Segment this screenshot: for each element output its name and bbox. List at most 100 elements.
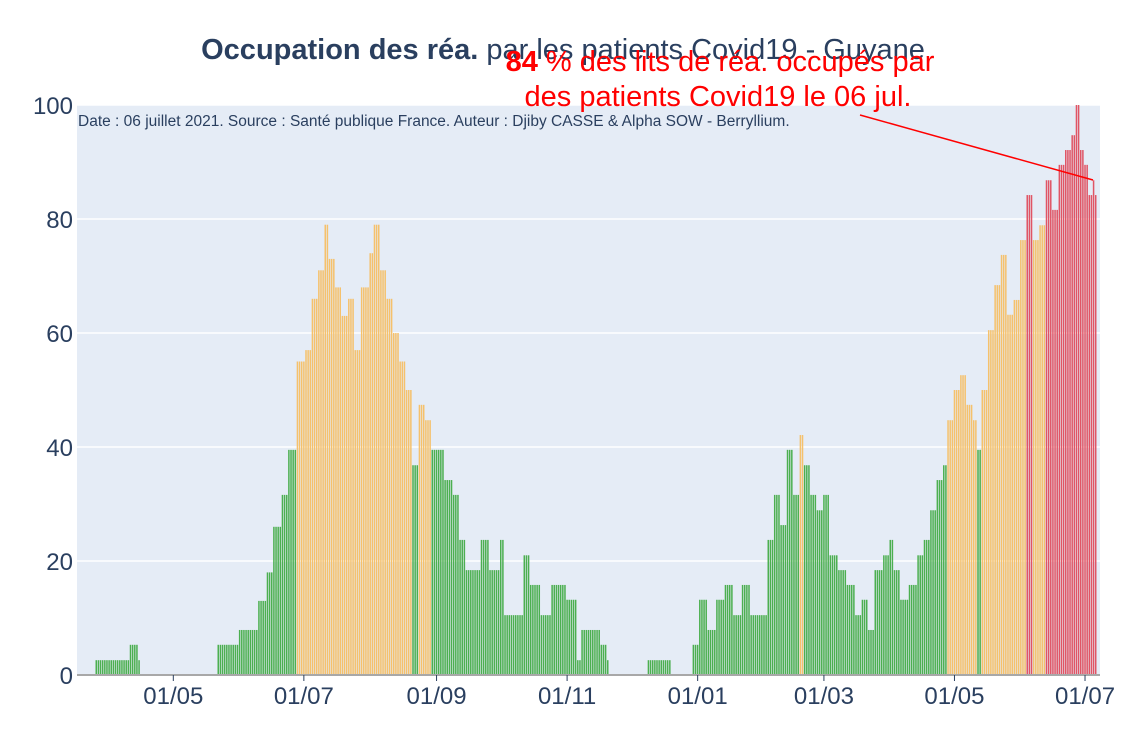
- annotation-line-1: 84 % des lits de réa. occupés par: [506, 46, 935, 78]
- bar: [797, 494, 799, 675]
- bar: [694, 644, 697, 675]
- bar: [465, 570, 468, 675]
- bar: [870, 629, 872, 675]
- bar: [853, 584, 855, 675]
- bar: [1073, 135, 1076, 675]
- x-tick-label: 01/01: [668, 683, 728, 710]
- bar: [474, 570, 476, 675]
- bar: [525, 555, 528, 675]
- bar: [793, 494, 795, 675]
- bar: [1079, 150, 1082, 675]
- bar: [281, 494, 284, 675]
- bar: [405, 390, 408, 675]
- bar: [861, 599, 864, 675]
- bar: [476, 570, 478, 675]
- bar: [467, 570, 470, 675]
- y-tick-label: 60: [46, 321, 73, 348]
- bar: [322, 270, 324, 675]
- annotation-line-1-text: % des lits de réa. occupés par: [538, 46, 935, 78]
- bar: [395, 333, 397, 675]
- bar: [733, 615, 735, 675]
- bar: [1060, 164, 1063, 675]
- bar: [534, 584, 536, 675]
- bar: [311, 298, 314, 675]
- bar: [1045, 180, 1048, 676]
- bar: [420, 404, 423, 675]
- bar: [386, 298, 389, 675]
- bar: [651, 660, 654, 675]
- bar: [247, 629, 249, 675]
- bar: [750, 615, 752, 675]
- bar: [932, 510, 934, 675]
- bar: [399, 361, 401, 675]
- bar: [923, 539, 926, 675]
- bar: [589, 629, 592, 675]
- bar: [290, 449, 292, 675]
- bar: [452, 494, 455, 675]
- bar: [268, 572, 271, 675]
- bar: [238, 629, 241, 675]
- bar: [285, 494, 288, 675]
- bar: [326, 224, 329, 675]
- bar: [1058, 164, 1061, 675]
- bar: [134, 644, 136, 675]
- bar: [1020, 240, 1022, 675]
- bar: [559, 584, 562, 675]
- bar: [245, 629, 247, 675]
- bar: [562, 584, 564, 675]
- bar: [660, 660, 663, 675]
- bar: [283, 494, 286, 675]
- bar: [921, 555, 924, 675]
- bar: [748, 584, 750, 675]
- bar: [898, 570, 900, 675]
- bar: [448, 480, 451, 675]
- bar: [763, 615, 765, 675]
- bar: [407, 390, 410, 675]
- annotation-arrow: [859, 114, 1094, 181]
- bar: [962, 375, 964, 675]
- bar: [842, 570, 844, 675]
- bar: [699, 599, 701, 675]
- bar: [305, 350, 307, 675]
- bar: [553, 584, 556, 675]
- bar: [352, 298, 354, 675]
- bar: [380, 270, 382, 675]
- bar: [720, 599, 722, 675]
- bar: [375, 224, 378, 675]
- bar: [221, 644, 224, 675]
- bar: [403, 361, 406, 675]
- bar: [585, 629, 588, 675]
- bar: [1086, 164, 1088, 675]
- bar: [891, 539, 894, 675]
- bar: [487, 539, 489, 675]
- bar: [844, 570, 847, 675]
- bar: [307, 350, 309, 675]
- bar: [714, 629, 716, 675]
- bar: [821, 510, 823, 675]
- bar: [799, 435, 802, 675]
- bar: [893, 570, 896, 675]
- bar: [1077, 105, 1080, 675]
- x-tick-label: 01/07: [1055, 683, 1115, 710]
- bar: [1084, 164, 1086, 675]
- bar: [880, 570, 883, 675]
- bar: [363, 287, 365, 675]
- bar: [384, 270, 386, 675]
- bar: [251, 629, 254, 675]
- bar: [104, 660, 106, 675]
- bar: [489, 570, 491, 675]
- bar: [371, 253, 374, 675]
- bar: [602, 644, 605, 675]
- bar: [136, 644, 138, 675]
- bar: [241, 629, 243, 675]
- bar: [414, 465, 416, 675]
- bar: [119, 660, 121, 675]
- bar: [895, 570, 898, 675]
- bar: [934, 510, 936, 675]
- bar: [493, 570, 496, 675]
- bar: [300, 361, 303, 675]
- bar: [664, 660, 667, 675]
- bar: [512, 615, 515, 675]
- bar: [705, 599, 707, 675]
- bar: [253, 629, 256, 675]
